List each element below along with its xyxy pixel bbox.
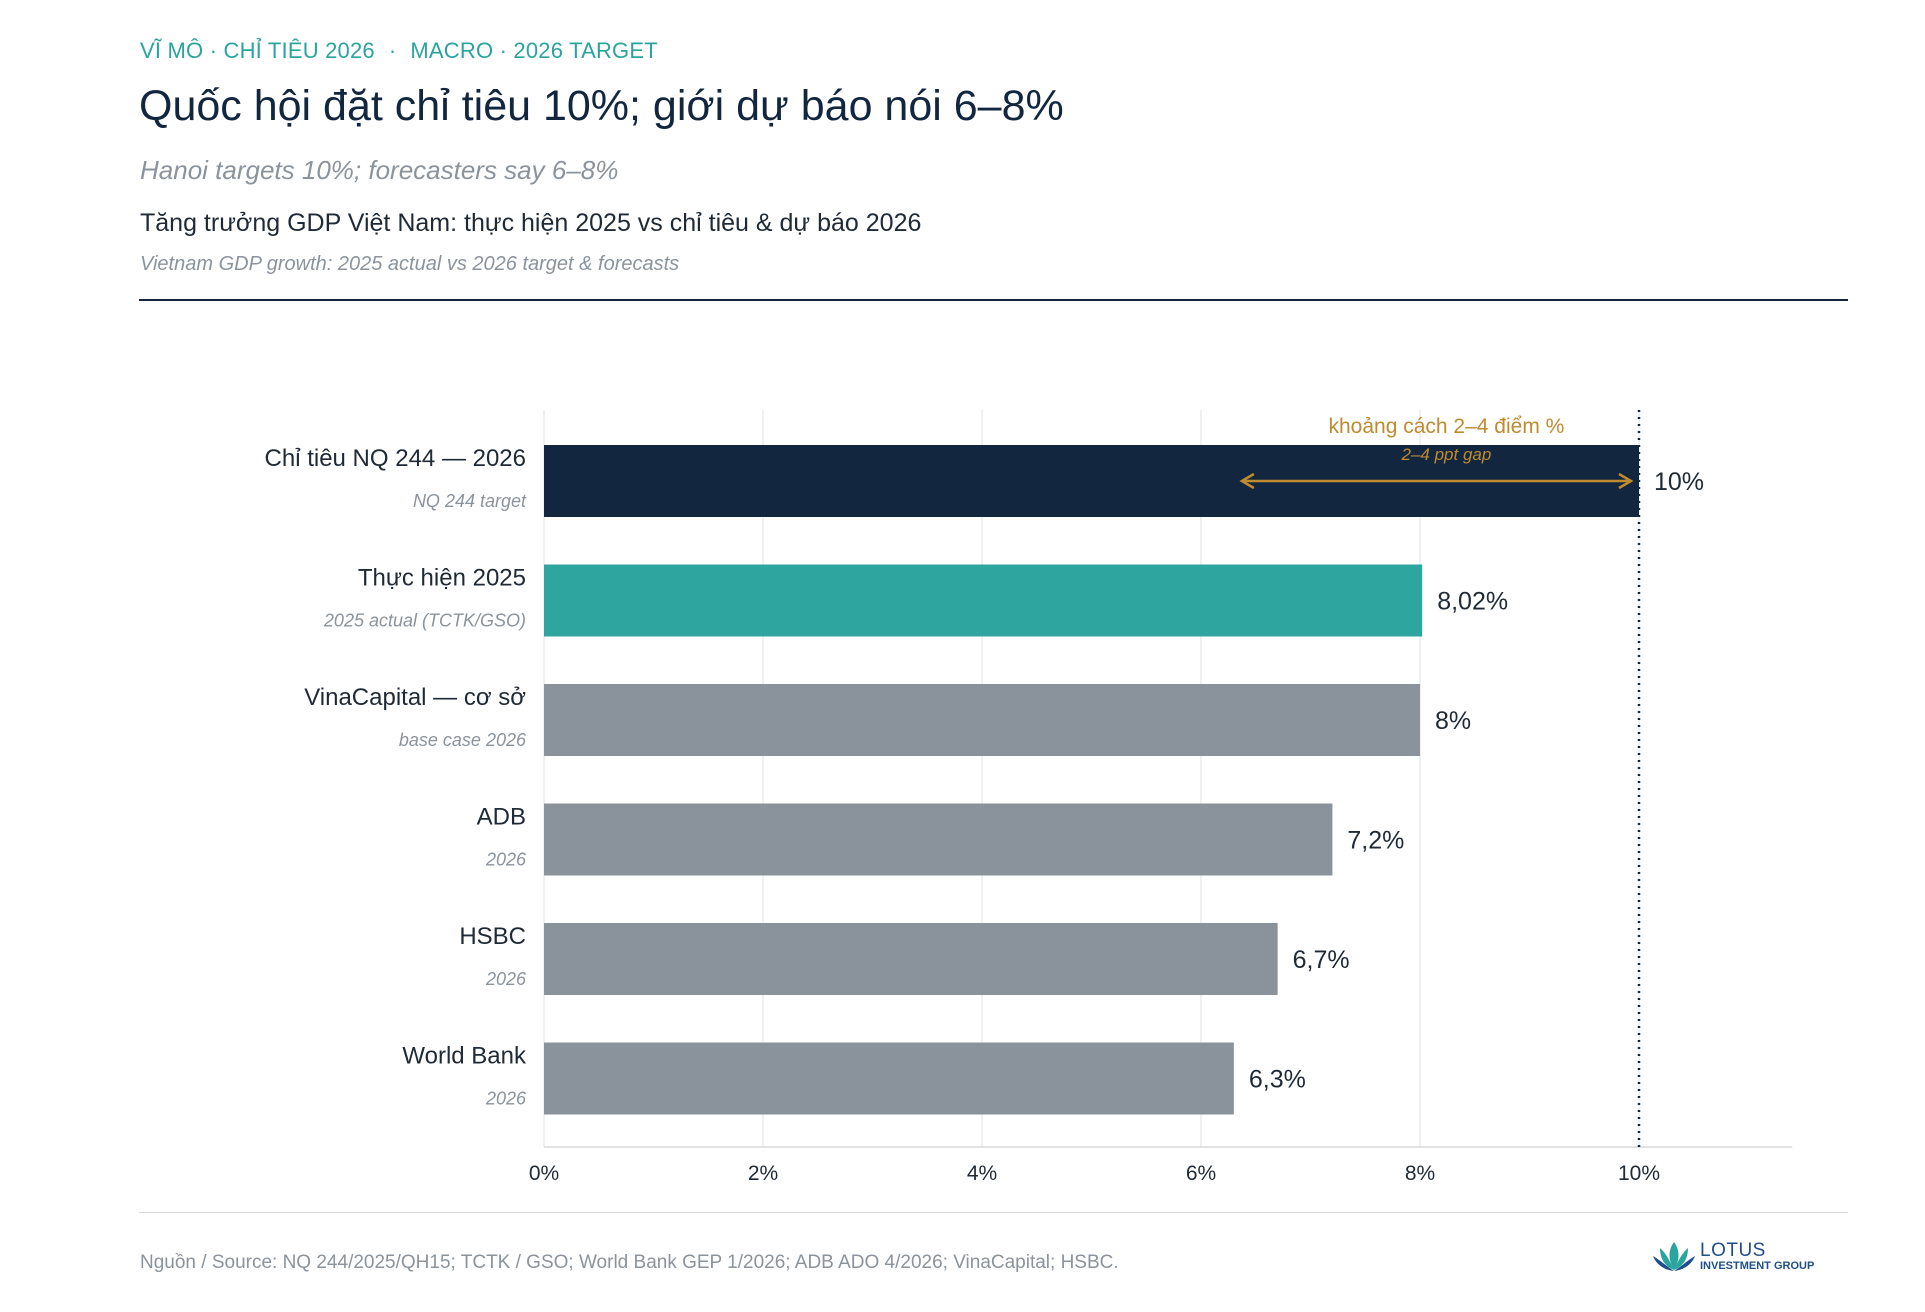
gap-arrow-head-left [1239, 472, 1255, 490]
category-label: HSBC [459, 923, 526, 950]
value-label: 8,02% [1437, 588, 1508, 616]
x-tick-label: 4% [967, 1162, 997, 1185]
value-label: 7,2% [1347, 827, 1404, 855]
category-label: ADB [477, 804, 526, 831]
x-tick-label: 6% [1186, 1162, 1216, 1185]
value-label: 6,3% [1249, 1066, 1306, 1094]
category-label: Thực hiện 2025 [358, 565, 526, 592]
category-sublabel: 2026 [485, 1089, 527, 1109]
category-sublabel: 2026 [485, 850, 527, 870]
gap-annotation-label: khoảng cách 2–4 điểm % [1329, 415, 1565, 438]
category-sublabel: base case 2026 [399, 730, 527, 750]
logo-wordmark: LOTUS [1700, 1240, 1766, 1261]
category-sublabel: 2025 actual (TCTK/GSO) [323, 611, 526, 631]
category-label: VinaCapital — cơ sở [304, 684, 526, 711]
page-subtitle: Hanoi targets 10%; forecasters say 6–8% [140, 155, 619, 185]
x-tick-label: 2% [748, 1162, 778, 1185]
bar-4 [544, 923, 1278, 995]
kicker-separator: · [388, 38, 397, 63]
bar-1 [544, 564, 1423, 637]
category-label: World Bank [402, 1043, 527, 1070]
category-label: Chỉ tiêu NQ 244 — 2026 [265, 445, 526, 472]
bar-3 [544, 803, 1333, 876]
footer-divider [139, 1212, 1848, 1213]
section-kicker: VĨ MÔ · CHỈ TIÊU 2026 · MACRO · 2026 TARGE… [140, 38, 658, 64]
lotus-logo: LOTUS INVESTMENT GROUP [1652, 1238, 1832, 1278]
bar-2 [544, 684, 1420, 756]
header-divider [139, 299, 1848, 301]
value-label: 6,7% [1293, 946, 1350, 974]
x-tick-label: 10% [1618, 1162, 1660, 1185]
kicker-vi: VĨ MÔ · CHỈ TIÊU 2026 [140, 38, 375, 63]
chart-subtitle: Vietnam GDP growth: 2025 actual vs 2026 … [140, 253, 680, 275]
x-tick-label: 8% [1405, 1162, 1435, 1185]
chart-title: Tăng trưởng GDP Việt Nam: thực hiện 2025… [140, 209, 922, 237]
category-sublabel: NQ 244 target [413, 491, 527, 511]
value-label: 8% [1435, 707, 1471, 735]
bar-5 [544, 1042, 1234, 1115]
kicker-en: MACRO · 2026 TARGET [410, 38, 658, 63]
page-title: Quốc hội đặt chỉ tiêu 10%; giới dự báo n… [139, 82, 1064, 130]
value-label: 10% [1654, 468, 1704, 496]
source-note: Nguồn / Source: NQ 244/2025/QH15; TCTK /… [140, 1252, 1119, 1273]
lotus-flower-icon [1653, 1242, 1695, 1271]
gap-annotation-sublabel: 2–4 ppt gap [1401, 445, 1492, 464]
category-sublabel: 2026 [485, 969, 527, 989]
logo-subtitle: INVESTMENT GROUP [1700, 1260, 1815, 1272]
gap-arrow-head-right [1618, 472, 1634, 490]
x-tick-label: 0% [529, 1162, 559, 1185]
